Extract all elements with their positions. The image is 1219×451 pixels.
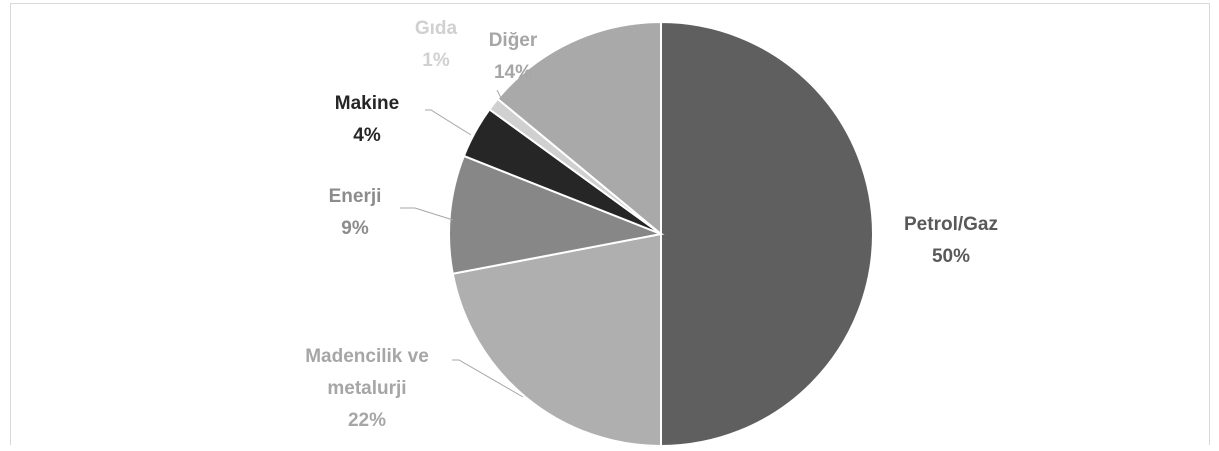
data-label-value: 4% — [353, 125, 381, 146]
leader-line — [452, 359, 524, 398]
data-label: Makine 4% — [335, 93, 399, 146]
leader-line — [496, 89, 503, 101]
data-label-category: Enerji — [329, 186, 382, 207]
leader-line — [400, 207, 454, 221]
data-label-value: 1% — [422, 50, 450, 71]
data-label: Madencilik ve metalurji 22% — [305, 346, 429, 431]
data-label: Enerji 9% — [329, 186, 382, 239]
data-label: Petrol/Gaz 50% — [904, 214, 998, 267]
data-label-category: Gıda — [415, 18, 458, 39]
chart-frame: Petrol/Gaz 50% Madencilik ve metalurji 22% En… — [10, 3, 1210, 446]
data-label: Gıda 1% — [415, 18, 458, 71]
pie-slice-enerji — [448, 154, 665, 275]
data-label-category: Petrol/Gaz — [904, 214, 998, 235]
data-label-category: Diğer — [489, 30, 538, 51]
pie-slice-madencilik-ve-metalurji — [451, 232, 662, 446]
data-label-value: 9% — [341, 218, 369, 239]
data-label-value: 50% — [932, 246, 970, 267]
data-label-category: metalurji — [327, 378, 406, 399]
data-label: Diğer 14% — [489, 30, 538, 83]
pie-chart: Petrol/Gaz 50% Madencilik ve metalurji 22% En… — [305, 18, 998, 446]
data-label-value: 22% — [348, 410, 386, 431]
data-label-category: Madencilik ve — [305, 346, 429, 367]
data-label-value: 14% — [494, 62, 532, 83]
data-label-category: Makine — [335, 93, 399, 114]
leader-line — [425, 109, 472, 136]
pie-slice-petrol-gaz — [660, 20, 874, 446]
pie-slice-diğer — [496, 20, 662, 237]
